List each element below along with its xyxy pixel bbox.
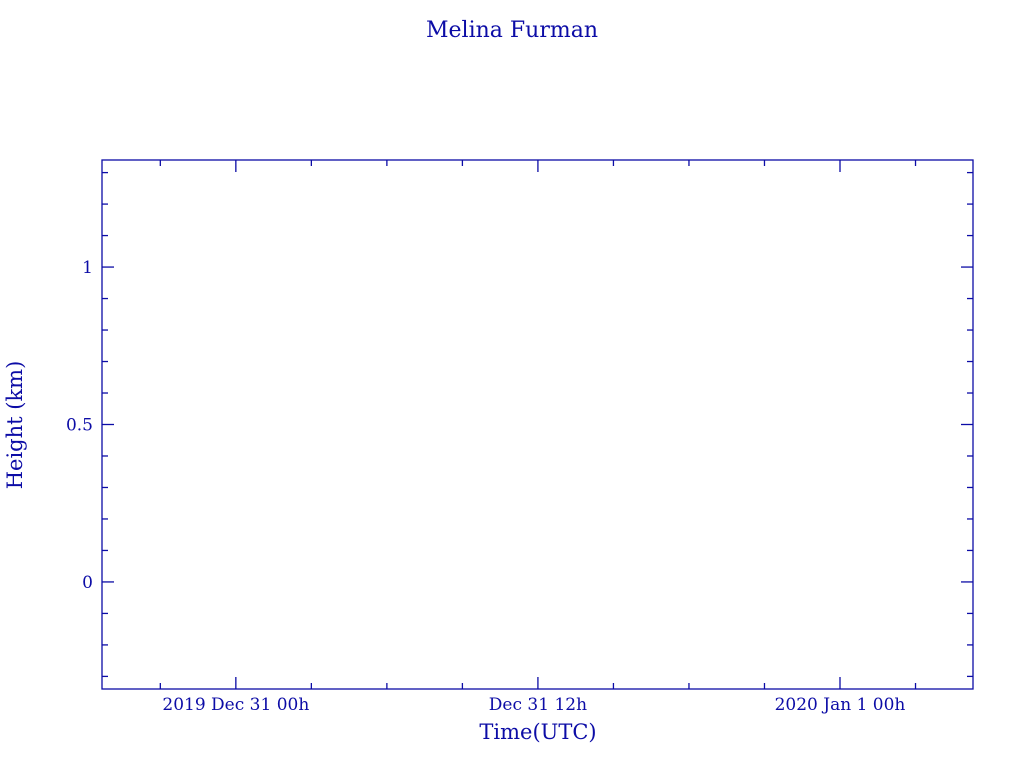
x-tick-label: 2019 Dec 31 00h [162, 695, 309, 715]
y-tick-label: 1 [82, 258, 93, 278]
y-tick-label: 0.5 [66, 416, 93, 436]
tick-labels: 2019 Dec 31 00h Dec 31 12h 2020 Jan 1 00h 0… [66, 258, 905, 715]
y-axis-label: Height (km) [3, 361, 27, 490]
x-tick-label: Dec 31 12h [489, 695, 587, 715]
ticks [102, 160, 973, 689]
x-tick-label: 2020 Jan 1 00h [775, 695, 906, 715]
chart-title: Melina Furman [426, 18, 598, 43]
x-axis-label: Time(UTC) [479, 720, 596, 744]
y-tick-label: 0 [82, 573, 93, 593]
plot-frame [101, 159, 974, 690]
